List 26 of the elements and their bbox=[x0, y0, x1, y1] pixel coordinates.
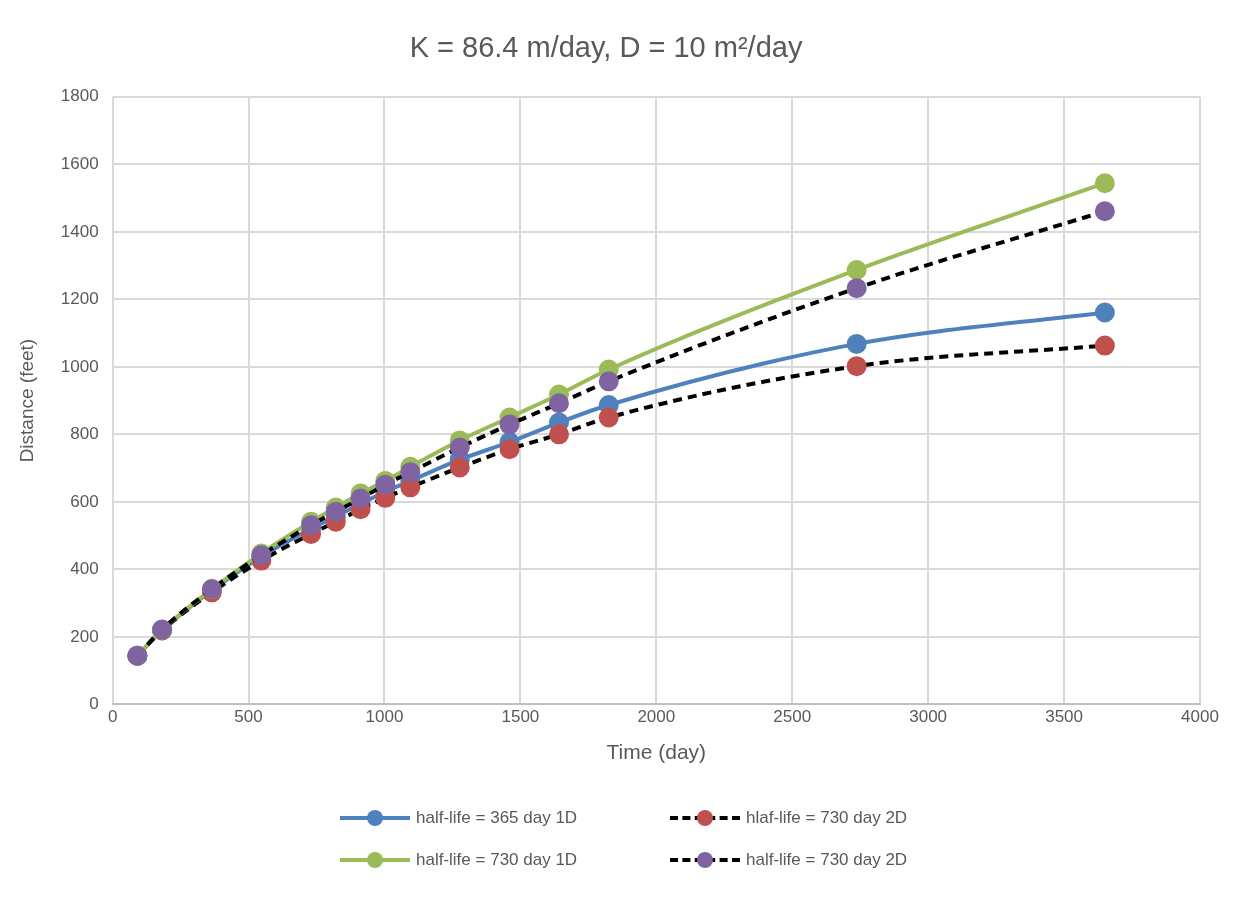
y-tick-label: 0 bbox=[89, 694, 99, 714]
x-tick-label: 0 bbox=[107, 707, 118, 727]
x-tick-label: 500 bbox=[234, 707, 263, 727]
x-tick-label: 3000 bbox=[909, 707, 948, 727]
legend-label: hlaf-life = 730 day 2D bbox=[746, 808, 908, 828]
y-tick-label: 1000 bbox=[60, 356, 99, 376]
legend-label: half-life = 730 day 2D bbox=[746, 850, 908, 870]
x-tick-label: 3500 bbox=[1045, 707, 1083, 727]
x-tick-label: 4000 bbox=[1181, 707, 1219, 727]
legend-label: half-life = 730 day 1D bbox=[416, 850, 578, 870]
x-tick-label: 1500 bbox=[501, 707, 540, 727]
y-tick-label: 200 bbox=[70, 626, 99, 646]
y-tick-label: 1600 bbox=[60, 154, 99, 173]
y-axis-title: Distance (feet) bbox=[15, 338, 37, 463]
x-tick-label: 2000 bbox=[637, 707, 676, 727]
y-tick-label: 400 bbox=[70, 559, 99, 579]
y-tick-label: 1200 bbox=[60, 289, 99, 309]
x-tick-label: 1000 bbox=[365, 707, 404, 727]
chart-title: K = 86.4 m/day, D = 10 m²/day bbox=[409, 31, 803, 64]
y-tick-label: 1400 bbox=[60, 221, 99, 241]
y-tick-label: 1800 bbox=[60, 86, 99, 106]
x-axis-title: Time (day) bbox=[606, 740, 707, 764]
y-tick-label: 800 bbox=[70, 424, 99, 444]
y-tick-label: 600 bbox=[70, 491, 99, 511]
legend-label: half-life = 365 day 1D bbox=[416, 808, 578, 828]
x-tick-label: 2500 bbox=[773, 707, 812, 727]
